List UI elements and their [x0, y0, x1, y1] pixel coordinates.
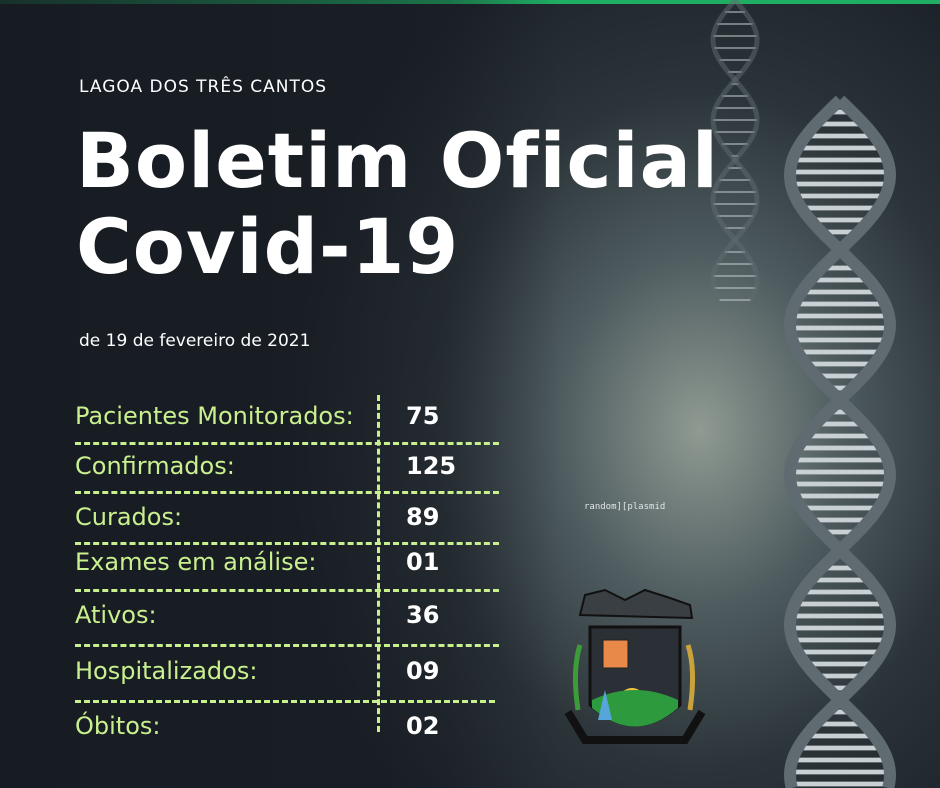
bulletin-date: de 19 de fevereiro de 2021	[79, 331, 311, 351]
stat-value: 09	[406, 657, 440, 685]
row-divider	[75, 442, 499, 445]
stat-row: Pacientes Monitorados: 75	[0, 402, 520, 442]
stat-value: 01	[406, 548, 440, 576]
row-divider	[75, 700, 495, 703]
stat-row: Ativos: 36	[0, 601, 520, 641]
stat-label: Confirmados:	[75, 452, 235, 480]
column-divider	[377, 395, 380, 732]
stat-row: Exames em análise: 01	[0, 548, 520, 588]
background-shade	[0, 0, 560, 788]
stat-row: Confirmados: 125	[0, 452, 520, 492]
stat-value: 75	[406, 402, 440, 430]
background-watermark-text: random][plasmid	[584, 502, 666, 512]
stat-label: Curados:	[75, 503, 183, 531]
page-title: Boletim Oficial Covid-19	[76, 118, 719, 290]
title-line-2: Covid-19	[76, 202, 460, 291]
stat-value: 89	[406, 503, 440, 531]
row-divider	[75, 644, 499, 647]
stat-row: Hospitalizados: 09	[0, 657, 520, 697]
stat-row: Curados: 89	[0, 503, 520, 543]
stat-label: Ativos:	[75, 601, 157, 629]
stat-value: 36	[406, 601, 440, 629]
stat-label: Exames em análise:	[75, 548, 317, 576]
town-name: LAGOA DOS TRÊS CANTOS	[79, 77, 328, 97]
row-divider	[75, 491, 499, 494]
row-divider	[75, 589, 499, 592]
stat-label: Óbitos:	[75, 712, 161, 740]
stat-value: 02	[406, 712, 440, 740]
stat-value: 125	[406, 452, 457, 480]
stat-row: Óbitos: 02	[0, 712, 520, 752]
row-divider	[75, 542, 499, 545]
title-line-1: Boletim Oficial	[76, 116, 719, 205]
stat-label: Hospitalizados:	[75, 657, 258, 685]
stat-label: Pacientes Monitorados:	[75, 402, 354, 430]
